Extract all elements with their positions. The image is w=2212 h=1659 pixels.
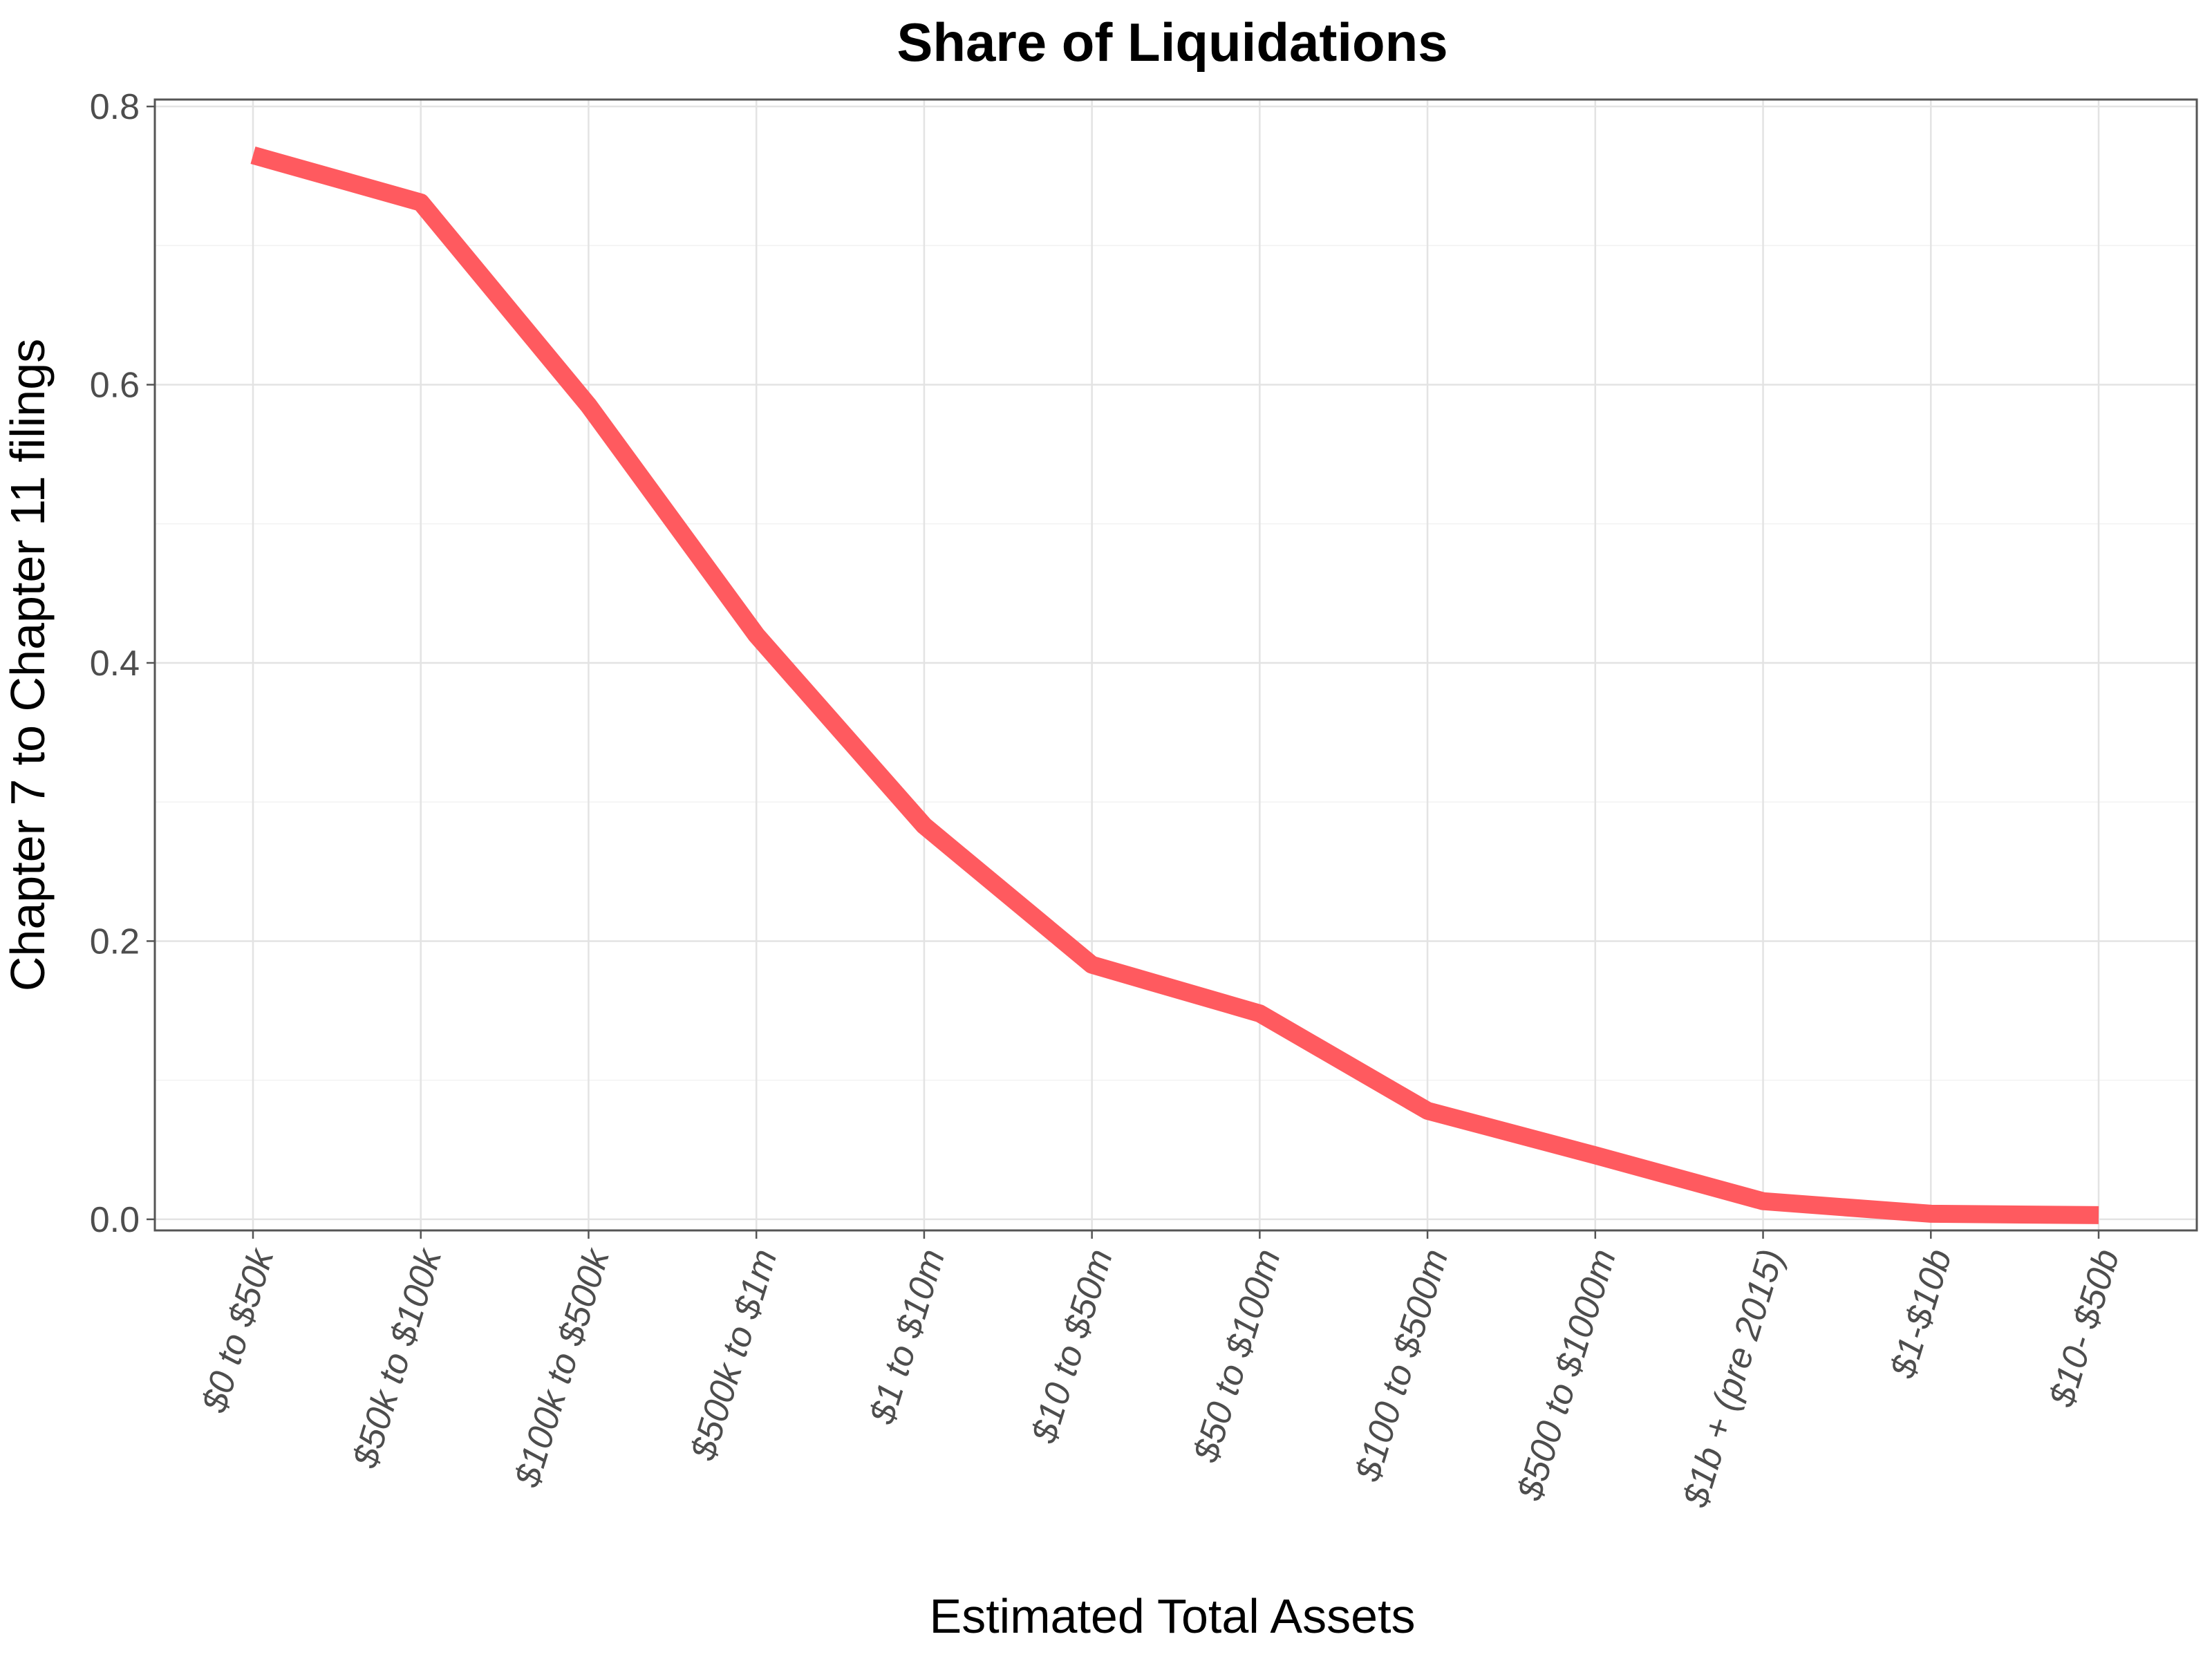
y-axis-title: Chapter 7 to Chapter 11 filings [1,339,55,991]
grid [155,100,2197,1230]
y-tick-label: 0.8 [90,87,140,127]
y-tick-label: 0.0 [90,1200,140,1240]
y-tick-label: 0.4 [90,644,140,684]
chart-marks [250,146,2099,1224]
x-axis-title: Estimated Total Assets [930,1589,1416,1643]
chart-title: Share of Liquidations [897,12,1447,73]
y-axis: 0.0 0.2 0.4 0.6 0.8 [90,87,155,1240]
y-tick-label: 0.2 [90,921,140,962]
y-tick-label: 0.6 [90,366,140,406]
series-line [250,146,2099,1224]
plot-panel-border [153,98,2198,1232]
